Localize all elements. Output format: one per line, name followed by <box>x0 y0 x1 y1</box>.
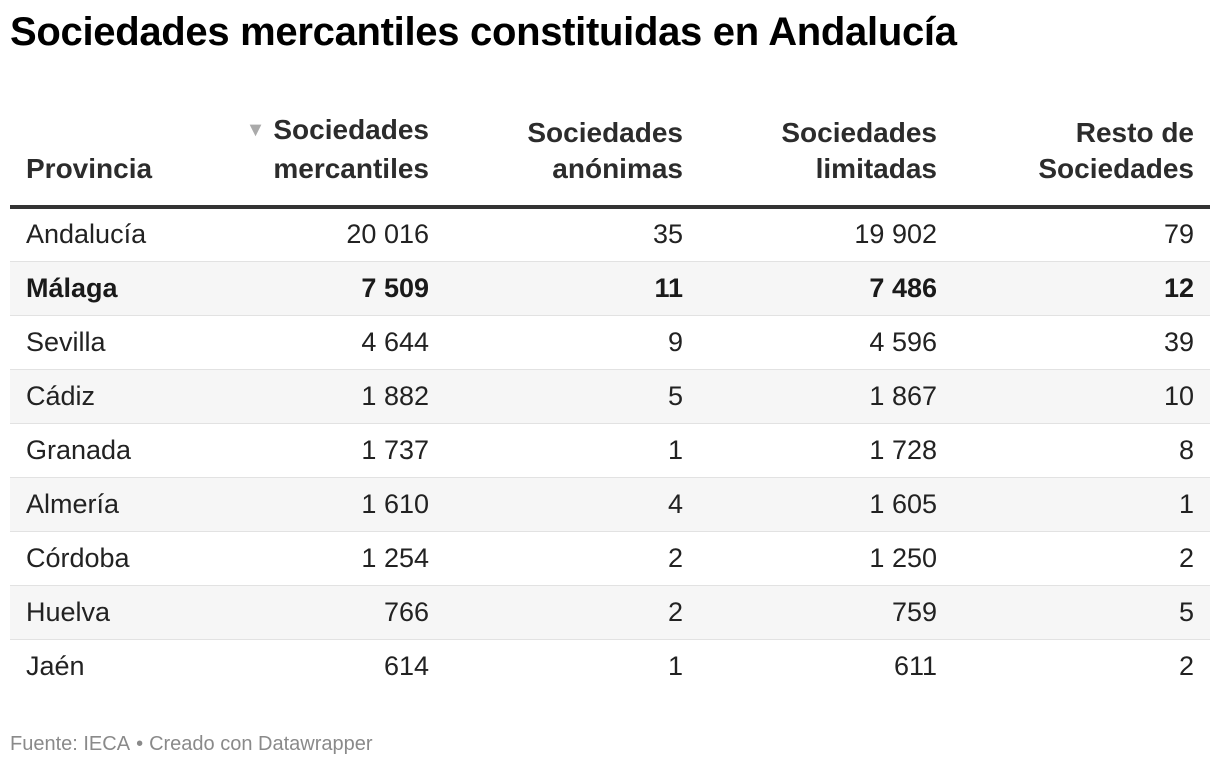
table-header: Provincia ▼ Sociedades mercantiles Socied… <box>10 112 1210 209</box>
table-row: Jaén 614 1 611 2 <box>10 639 1210 693</box>
cell-resto-de-sociedades: 10 <box>953 369 1210 424</box>
table-row: Málaga 7 509 11 7 486 12 <box>10 261 1210 316</box>
table-row: Andalucía 20 016 35 19 902 79 <box>10 207 1210 262</box>
cell-provincia: Sevilla <box>10 315 210 370</box>
column-header-provincia[interactable]: Provincia <box>10 112 210 209</box>
column-header-resto-de-sociedades[interactable]: Resto de Sociedades <box>953 112 1210 209</box>
sort-descending-icon: ▼ <box>245 119 266 141</box>
footer-separator: • <box>136 733 144 755</box>
cell-provincia: Almería <box>10 477 210 532</box>
cell-sociedades-limitadas: 611 <box>893 650 937 681</box>
cell-resto-de-sociedades: 39 <box>953 315 1210 370</box>
cell-sociedades-anonimas: 11 <box>445 261 699 316</box>
cell-sociedades-mercantiles: 766 <box>210 585 445 640</box>
cell-provincia: Málaga <box>10 261 210 316</box>
table-row: Granada 1 737 1 1 728 8 <box>10 423 1210 478</box>
table-row: Córdoba 1 254 2 1 250 2 <box>10 531 1210 586</box>
cell-sociedades-mercantiles: 4 644 <box>210 315 445 370</box>
table-body: Andalucía 20 016 35 19 902 79 Málaga 7 509 11 7 … <box>10 207 1210 693</box>
column-header-label: limitadas <box>815 153 937 184</box>
cell-sociedades-limitadas: 1 867 <box>699 369 953 424</box>
footer: Fuente: IECA • Creado con Datawrapper <box>10 733 373 756</box>
cell-sociedades-anonimas: 1 <box>445 423 699 478</box>
source-note: Fuente: IECA <box>10 733 131 755</box>
cell-sociedades-mercantiles: 7 509 <box>210 261 445 316</box>
cell-resto-de-sociedades: 2 <box>953 531 1210 586</box>
cell-sociedades-mercantiles: 614 <box>383 650 429 681</box>
column-header-label: Sociedades <box>273 114 429 145</box>
cell-sociedades-limitadas: 19 902 <box>699 207 953 262</box>
cell-sociedades-limitadas: 759 <box>699 585 953 640</box>
table-row: Almería 1 610 4 1 605 1 <box>10 477 1210 532</box>
column-header-sociedades-anonimas[interactable]: Sociedades anónimas <box>445 112 699 209</box>
column-header-label: mercantiles <box>273 153 429 184</box>
column-header-sociedades-limitadas[interactable]: Sociedades limitadas <box>699 112 953 209</box>
cell-sociedades-mercantiles: 20 016 <box>210 207 445 262</box>
cell-sociedades-mercantiles: 1 254 <box>210 531 445 586</box>
column-header-label: Sociedades <box>1038 153 1194 184</box>
table-row: Sevilla 4 644 9 4 596 39 <box>10 315 1210 370</box>
column-header-sociedades-mercantiles[interactable]: ▼ Sociedades mercantiles <box>210 112 445 209</box>
column-header-label: Sociedades <box>527 117 683 148</box>
cell-sociedades-limitadas: 1 728 <box>699 423 953 478</box>
cell-sociedades-anonimas: 1 <box>667 650 683 681</box>
cell-sociedades-anonimas: 4 <box>445 477 699 532</box>
cell-provincia: Granada <box>10 423 210 478</box>
cell-sociedades-anonimas: 2 <box>445 531 699 586</box>
credit-note: Creado con Datawrapper <box>149 733 373 755</box>
cell-provincia: Cádiz <box>10 369 210 424</box>
cell-sociedades-mercantiles: 1 882 <box>210 369 445 424</box>
cell-sociedades-mercantiles: 1 610 <box>210 477 445 532</box>
cell-provincia: Jaén <box>26 650 85 681</box>
cell-sociedades-mercantiles: 1 737 <box>210 423 445 478</box>
cell-sociedades-limitadas: 1 605 <box>699 477 953 532</box>
cell-resto-de-sociedades: 79 <box>953 207 1210 262</box>
cell-provincia: Córdoba <box>10 531 210 586</box>
table-row: Huelva 766 2 759 5 <box>10 585 1210 640</box>
data-table: Provincia ▼ Sociedades mercantiles Socied… <box>10 112 1210 693</box>
cell-provincia: Huelva <box>10 585 210 640</box>
cell-resto-de-sociedades: 12 <box>953 261 1210 316</box>
cell-resto-de-sociedades: 1 <box>953 477 1210 532</box>
cell-sociedades-anonimas: 2 <box>445 585 699 640</box>
cell-sociedades-limitadas: 7 486 <box>699 261 953 316</box>
column-header-label: anónimas <box>552 153 683 184</box>
cell-sociedades-anonimas: 35 <box>445 207 699 262</box>
column-header-label: Resto de <box>1075 117 1194 148</box>
chart-title: Sociedades mercantiles constituidas en A… <box>10 10 957 54</box>
cell-resto-de-sociedades: 2 <box>1178 650 1194 681</box>
cell-resto-de-sociedades: 5 <box>953 585 1210 640</box>
table-row: Cádiz 1 882 5 1 867 10 <box>10 369 1210 424</box>
cell-sociedades-limitadas: 1 250 <box>699 531 953 586</box>
cell-sociedades-limitadas: 4 596 <box>699 315 953 370</box>
column-header-label: Provincia <box>26 153 153 184</box>
cell-provincia: Andalucía <box>10 207 210 262</box>
cell-sociedades-anonimas: 5 <box>445 369 699 424</box>
column-header-label: Sociedades <box>781 117 937 148</box>
cell-sociedades-anonimas: 9 <box>445 315 699 370</box>
cell-resto-de-sociedades: 8 <box>953 423 1210 478</box>
